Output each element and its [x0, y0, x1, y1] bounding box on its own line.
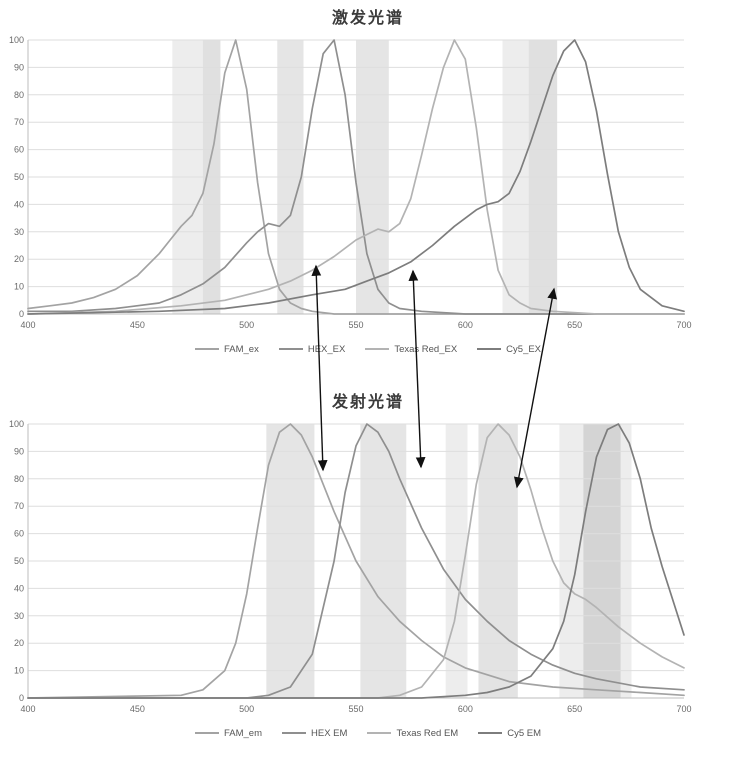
- x-tick-label: 550: [348, 320, 363, 330]
- series-line-fam-ex: [27, 39, 685, 315]
- legend-label: Cy5 EM: [507, 727, 542, 739]
- x-tick-label: 700: [676, 320, 691, 330]
- legend-item-fam-em: FAM_em: [194, 727, 262, 739]
- legend-label: FAM_em: [223, 727, 262, 739]
- series-line-fam-em: [27, 423, 685, 699]
- legend-label: Cy5_EX: [506, 343, 542, 355]
- legend-item-hex-em: HEX EM: [282, 728, 347, 739]
- legend-line-icon: [477, 348, 502, 350]
- legend-item-texas-red-ex: Texas Red_EX: [365, 344, 457, 355]
- y-tick-label: 70: [14, 501, 24, 511]
- y-tick-label: 70: [14, 117, 24, 127]
- excitation-chart: 激发光谱 0 10 20 30 40 50 60 70 80 90 100 400 450 500 550 6…: [0, 6, 736, 356]
- y-tick-label: 20: [14, 254, 24, 264]
- legend-label: Texas Red EM: [396, 727, 459, 739]
- y-tick-label: 90: [14, 62, 24, 72]
- excitation-chart-title: 激发光谱: [331, 10, 404, 27]
- y-tick-label: 80: [14, 90, 24, 100]
- legend-line-icon: [365, 348, 390, 350]
- series-line-texas-red-ex: [27, 39, 685, 315]
- y-tick-label: 30: [14, 611, 24, 621]
- y-tick-label: 60: [14, 529, 24, 539]
- y-tick-label: 10: [14, 282, 24, 292]
- emission-legend: FAM_em HEX EM Texas Red EM Cy5 EM: [0, 726, 736, 740]
- x-tick-label: 650: [567, 704, 582, 714]
- excitation-plot: 0 10 20 30 40 50 60 70 80 90 100 400 450 500 550 600 650…: [9, 35, 692, 330]
- x-tick-label: 450: [130, 704, 145, 714]
- legend-label: Texas Red_EX: [394, 343, 458, 355]
- y-tick-label: 100: [9, 35, 24, 45]
- y-tick-label: 20: [14, 638, 24, 648]
- emission-plot: 0 10 20 30 40 50 60 70 80 90 100 400 450 500 550 600 650…: [9, 419, 692, 714]
- y-tick-label: 90: [14, 446, 24, 456]
- emission-chart: 发射光谱 0 10 20 30 40 50 60 70 80 90 100 400 450 500 550 6…: [0, 390, 736, 740]
- x-tick-label: 400: [20, 704, 35, 714]
- y-tick-label: 40: [14, 199, 24, 209]
- legend-line-icon: [278, 348, 303, 350]
- legend-line-icon: [194, 732, 219, 734]
- x-tick-label: 400: [20, 320, 35, 330]
- y-tick-label: 80: [14, 474, 24, 484]
- x-tick-label: 450: [130, 320, 145, 330]
- legend-line-icon: [282, 732, 306, 734]
- legend-label: HEX EM: [311, 727, 348, 739]
- emission-chart-title: 发射光谱: [331, 394, 404, 411]
- y-tick-label: 50: [14, 172, 24, 182]
- legend-line-icon: [194, 348, 219, 350]
- x-tick-label: 500: [239, 704, 254, 714]
- x-tick-label: 500: [239, 320, 254, 330]
- y-tick-label: 50: [14, 556, 24, 566]
- x-tick-label: 700: [676, 704, 691, 714]
- y-tick-label: 40: [14, 583, 24, 593]
- y-tick-label: 100: [9, 419, 24, 429]
- x-tick-label: 550: [348, 704, 363, 714]
- x-tick-label: 600: [458, 320, 473, 330]
- legend-label: HEX_EX: [307, 343, 346, 355]
- y-tick-label: 10: [14, 666, 24, 676]
- x-tick-label: 600: [458, 704, 473, 714]
- legend-line-icon: [478, 732, 503, 734]
- y-tick-label: 60: [14, 145, 24, 155]
- legend-item-texas-red-em: Texas Red EM: [367, 728, 458, 739]
- y-tick-label: 30: [14, 227, 24, 237]
- y-tick-label: 0: [19, 309, 24, 319]
- legend-item-fam-ex: FAM_ex: [194, 343, 259, 355]
- series-line-hex-em: [27, 423, 685, 699]
- series-line-hex-ex: [27, 39, 685, 315]
- legend-item-cy5-em: Cy5 EM: [478, 728, 541, 739]
- excitation-legend: FAM_ex HEX_EX Texas Red_EX Cy5_EX: [0, 342, 736, 356]
- series-line-cy5-ex: [27, 39, 685, 315]
- legend-item-hex-ex: HEX_EX: [278, 343, 346, 355]
- legend-item-cy5-ex: Cy5_EX: [477, 344, 541, 355]
- series-line-cy5-em: [27, 423, 685, 699]
- y-tick-label: 0: [19, 693, 24, 703]
- legend-line-icon: [367, 732, 392, 734]
- x-tick-label: 650: [567, 320, 582, 330]
- legend-label: FAM_ex: [223, 343, 259, 355]
